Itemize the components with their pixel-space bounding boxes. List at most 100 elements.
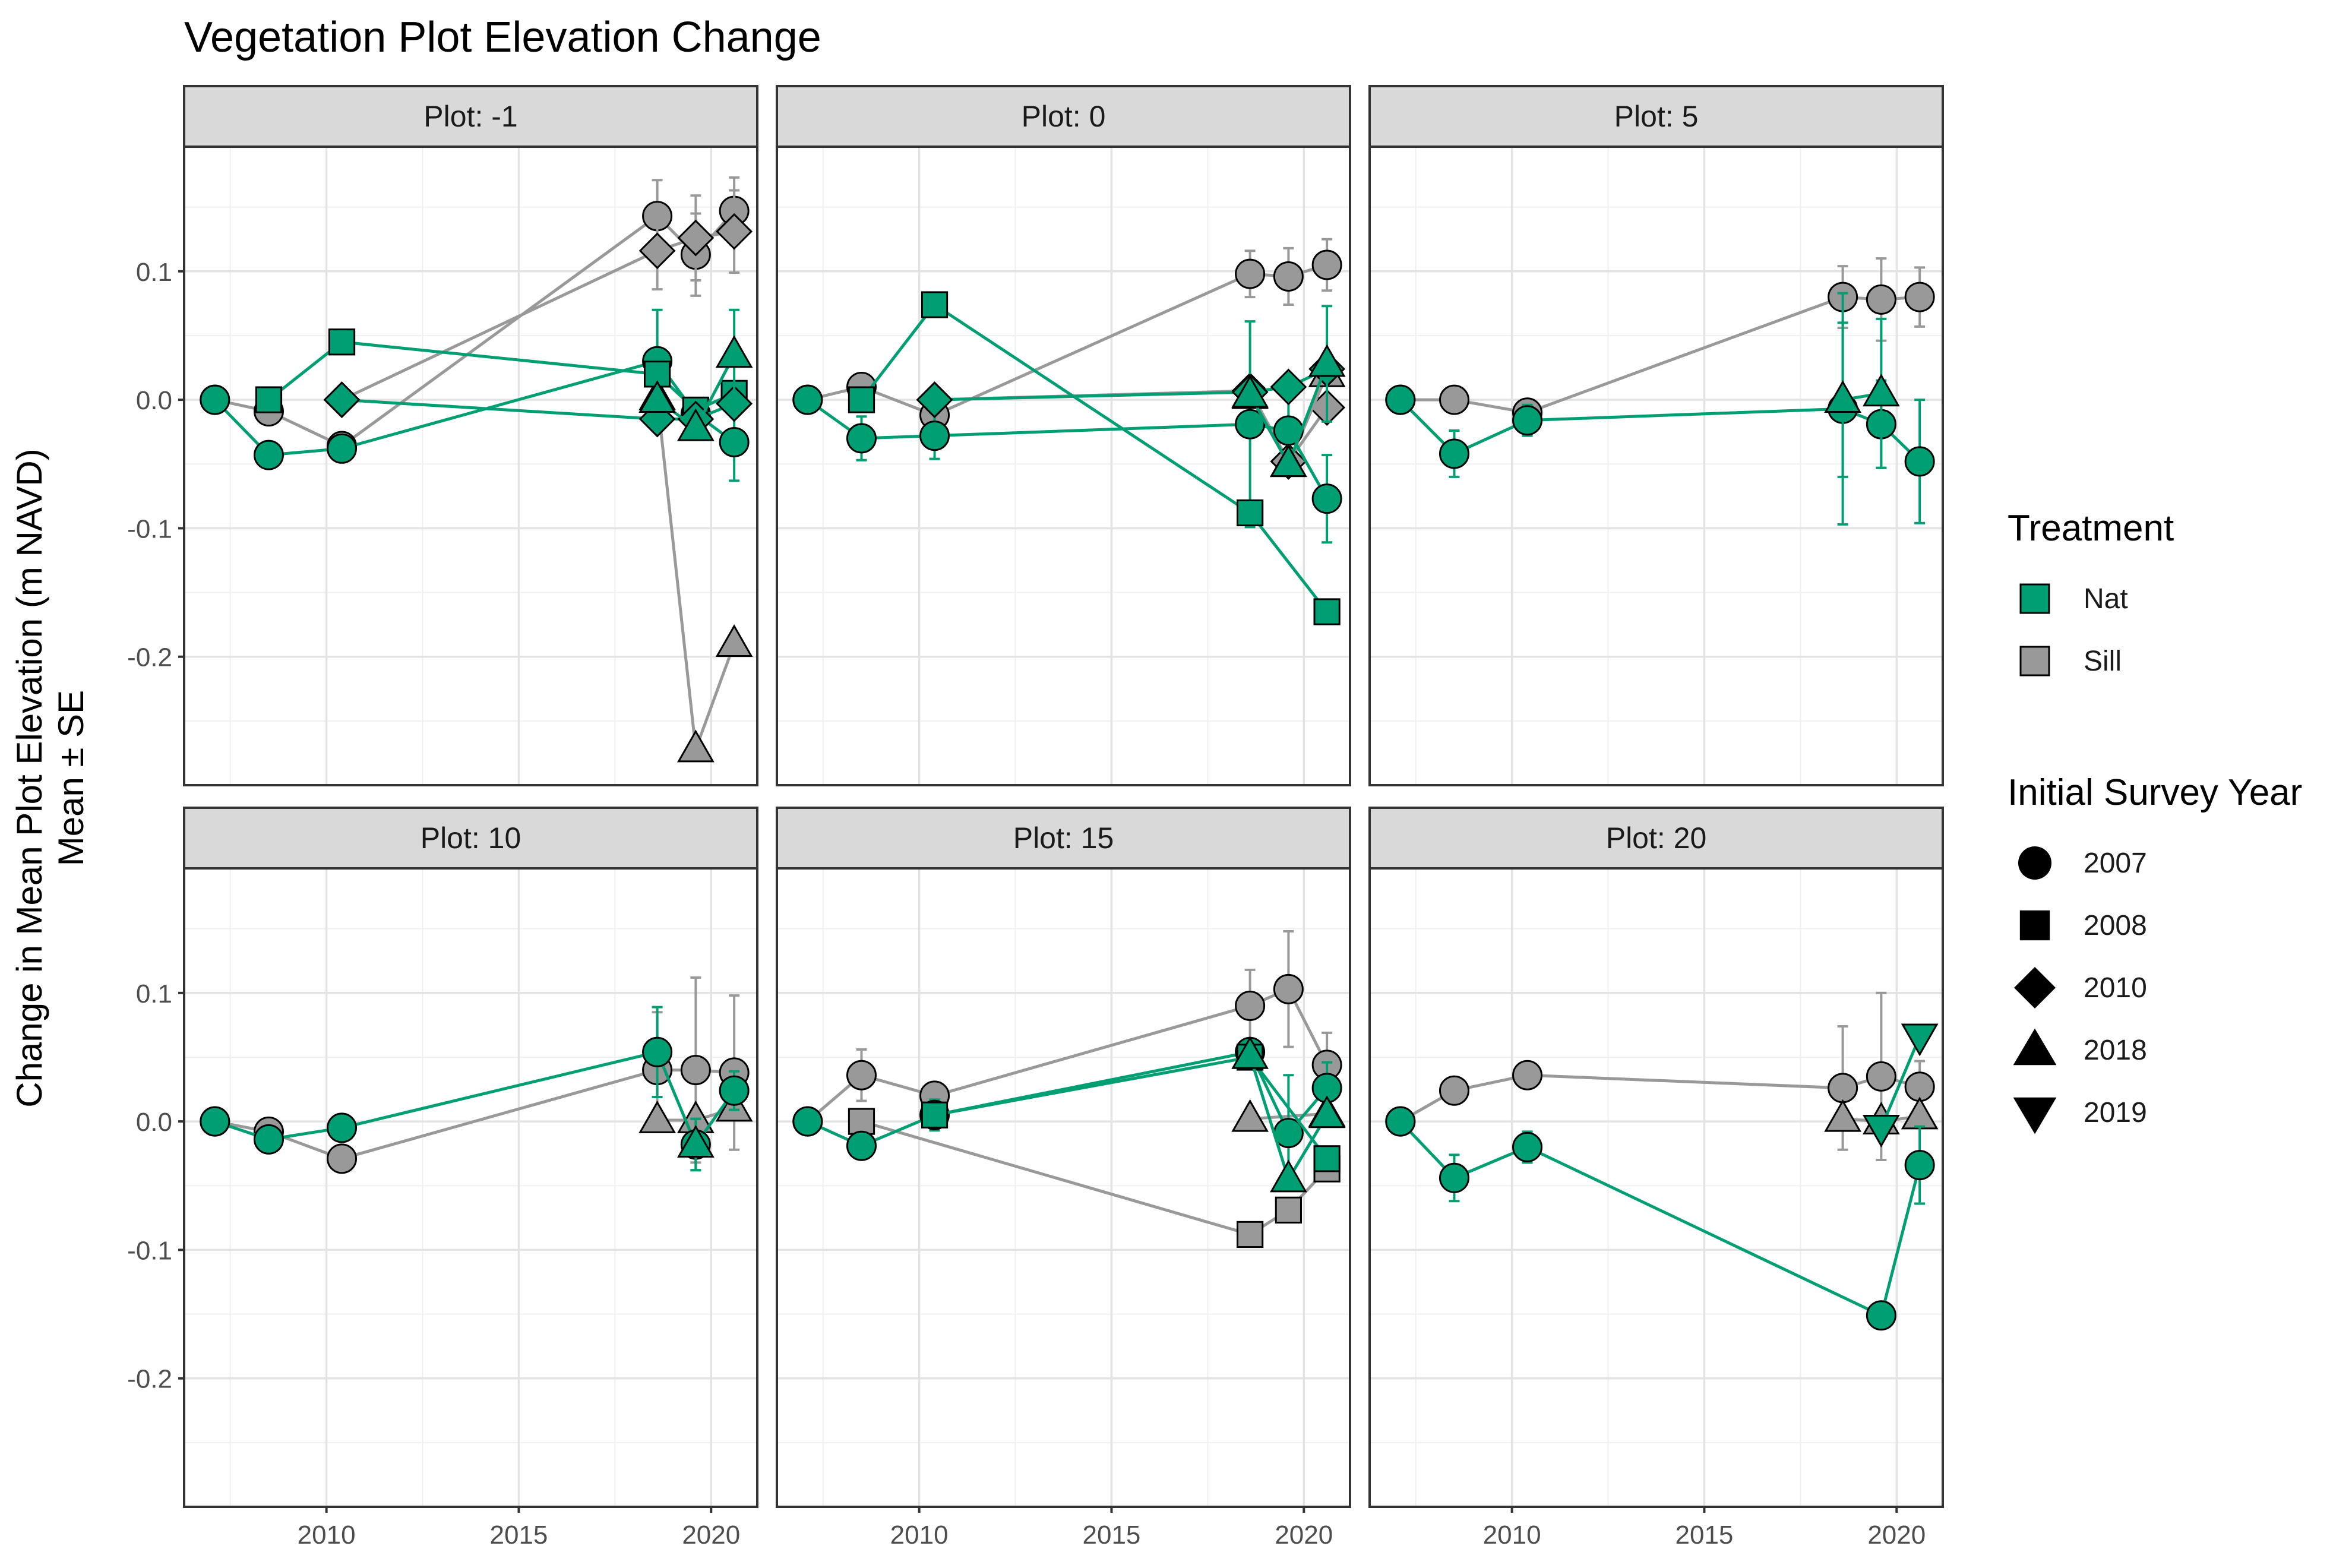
data-point — [676, 729, 715, 763]
data-point — [1904, 282, 1935, 312]
series-nat-2018 — [638, 308, 753, 441]
legend-treatment-title: Treatment — [2008, 508, 2174, 549]
data-point — [1269, 1159, 1307, 1193]
y-axis-subtitle: Mean ± SE — [51, 690, 91, 866]
legend-label-2008: 2008 — [2084, 910, 2147, 941]
data-point — [1439, 384, 1469, 415]
data-point — [1313, 598, 1341, 625]
facet-panel: Plot: 10 0.1 0.0 -0.1 -0.2 2010 2015 2020 — [127, 807, 758, 1550]
data-point — [1866, 284, 1896, 315]
x-tick-label: 2010 — [890, 1520, 949, 1550]
data-point — [846, 1130, 877, 1161]
data-point — [1235, 258, 1266, 289]
series-nat-2008 — [848, 291, 1341, 625]
y-tick-label: 0.0 — [136, 1108, 172, 1137]
data-point — [327, 433, 358, 464]
data-point — [638, 380, 676, 413]
data-point — [200, 384, 230, 415]
data-point — [1270, 368, 1307, 406]
series-line — [934, 367, 1328, 402]
legend-key-sill — [2019, 646, 2050, 676]
facet-label: Plot: 0 — [1022, 100, 1106, 133]
data-point — [1866, 1061, 1896, 1092]
series-nat-2007 — [792, 320, 1342, 544]
data-point — [1236, 499, 1264, 527]
data-point — [1824, 1099, 1861, 1132]
facet-label: Plot: 15 — [1013, 821, 1114, 855]
data-point — [1231, 1099, 1269, 1132]
chart-title: Vegetation Plot Elevation Change — [184, 14, 821, 61]
legend-label-2019: 2019 — [2084, 1097, 2147, 1128]
facet-panel: Plot: -1 0.1 0.0 -0.1 -0.2 — [127, 85, 758, 786]
legend-label-2007: 2007 — [2084, 848, 2147, 879]
data-point — [1862, 374, 1900, 407]
data-point — [1439, 438, 1469, 469]
data-point — [1269, 444, 1307, 478]
x-tick-label: 2010 — [1483, 1520, 1541, 1550]
panel-border — [776, 867, 1351, 1508]
legend-label-2018: 2018 — [2084, 1035, 2147, 1066]
data-point — [1311, 483, 1342, 514]
data-point — [1273, 261, 1304, 292]
legend-key-2018 — [2013, 1028, 2057, 1066]
data-point — [253, 1124, 284, 1155]
data-point — [1313, 1145, 1341, 1172]
series-nat-2018 — [1231, 1036, 1346, 1193]
data-point — [715, 335, 753, 368]
data-point — [1824, 380, 1861, 413]
y-tick-label: 0.0 — [136, 386, 172, 415]
plot-area — [777, 868, 1350, 1507]
data-point — [1512, 1060, 1543, 1090]
panel-border — [1368, 146, 1944, 786]
legend-year-title: Initial Survey Year — [2008, 772, 2302, 813]
legend-key-2019 — [2013, 1097, 2057, 1134]
facet-label: Plot: 20 — [1606, 821, 1707, 855]
data-point — [638, 232, 676, 270]
x-tick-label: 2020 — [1275, 1520, 1333, 1550]
legend-label-sill: Sill — [2084, 646, 2122, 677]
data-point — [677, 219, 715, 257]
plot-area — [777, 147, 1350, 785]
panel-border — [183, 867, 758, 1508]
data-point — [200, 1106, 230, 1137]
legend-key-2007 — [2018, 846, 2051, 880]
data-point — [327, 1143, 358, 1174]
facet-label: Plot: 10 — [421, 821, 521, 855]
data-point — [848, 386, 875, 413]
legend-shape — [2018, 846, 2051, 880]
data-point — [792, 384, 823, 415]
facet-panel: Plot: 5 — [1368, 85, 1944, 786]
data-point — [716, 213, 753, 250]
panels-layer: Plot: -1 0.1 0.0 -0.1 -0.2 Plot: 0 Plot: 5 Plot… — [127, 85, 1944, 1550]
x-tick-label: 2015 — [1676, 1520, 1734, 1550]
data-point — [1235, 990, 1266, 1021]
data-point — [1308, 1095, 1346, 1128]
data-point — [846, 1060, 877, 1090]
data-point — [719, 426, 750, 457]
series-nat-2018 — [1231, 305, 1346, 478]
data-point — [846, 423, 877, 454]
series-line — [1880, 1036, 1921, 1128]
plot-area — [184, 868, 757, 1507]
facet-strip — [776, 85, 1351, 148]
facet-panel: Plot: 20 2010 2015 2020 — [1368, 807, 1944, 1550]
legend-shape — [2014, 967, 2056, 1009]
series-line — [342, 398, 735, 421]
data-point — [1828, 1073, 1858, 1104]
data-point — [848, 1108, 875, 1135]
data-point — [638, 1100, 676, 1133]
data-point — [1512, 405, 1543, 436]
data-point — [1311, 249, 1342, 280]
data-point — [1236, 1221, 1264, 1248]
legend-label-2010: 2010 — [2084, 972, 2147, 1004]
data-point — [1904, 446, 1935, 477]
data-point — [328, 328, 356, 356]
data-point — [719, 1075, 750, 1106]
data-point — [1231, 375, 1269, 408]
y-tick-label: -0.2 — [127, 643, 172, 672]
data-point — [792, 1106, 823, 1137]
data-point — [253, 440, 284, 470]
facet-label: Plot: 5 — [1614, 100, 1699, 133]
series-nat-2019 — [1862, 1023, 1939, 1147]
